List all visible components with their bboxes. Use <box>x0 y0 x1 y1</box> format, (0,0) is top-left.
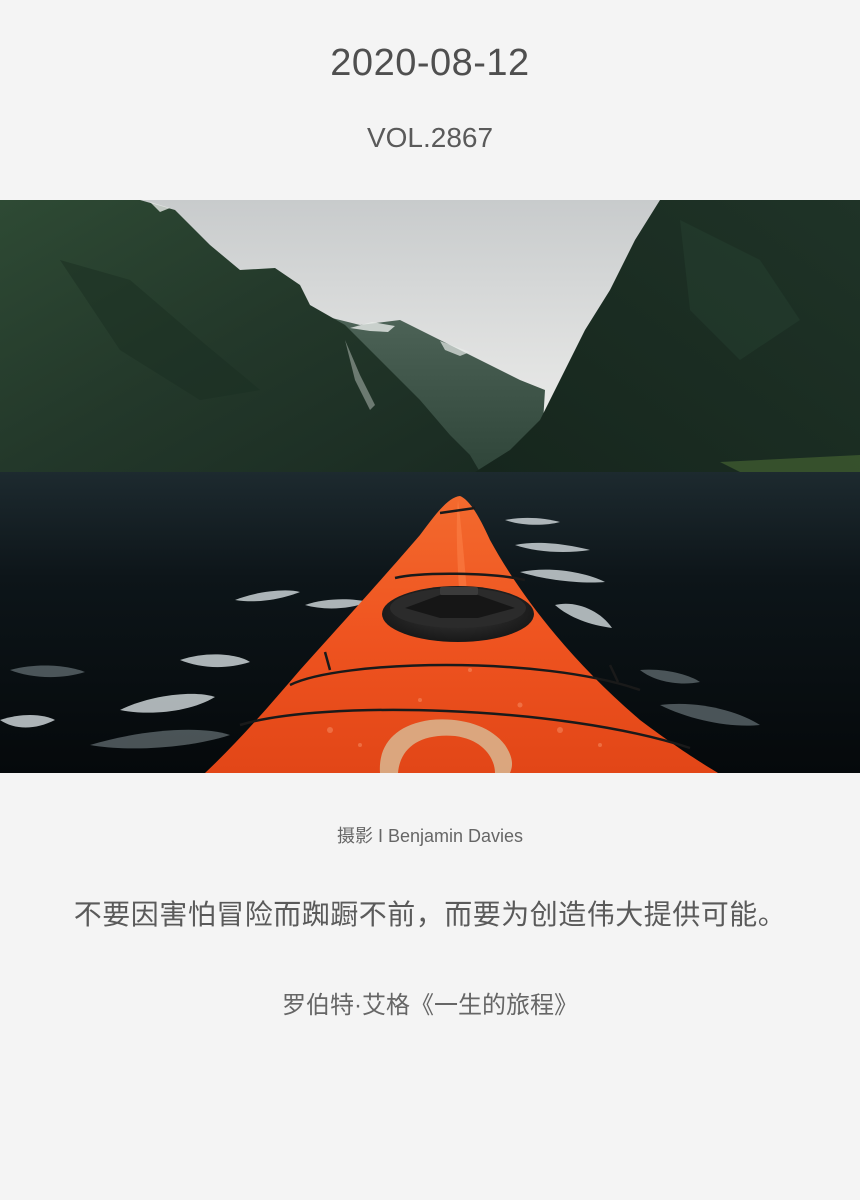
daily-quote: 不要因害怕冒险而踟蹰不前，而要为创造伟大提供可能。 <box>73 899 787 930</box>
photo-credit: 摄影 I Benjamin Davies <box>336 826 524 846</box>
volume-number: VOL.2867 <box>366 122 494 153</box>
issue-date: 2020-08-12 <box>330 42 530 84</box>
quote-source: 罗伯特·艾格《一生的旅程》 <box>282 992 578 1019</box>
kayak-fjord-photo <box>0 200 860 773</box>
